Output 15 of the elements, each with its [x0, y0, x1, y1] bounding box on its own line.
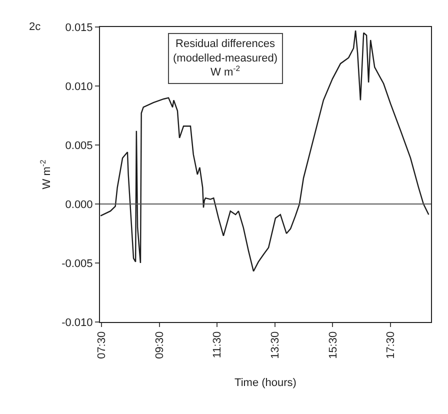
x-tick-label: 17:30	[385, 331, 398, 359]
y-tick-label: 0.015	[65, 22, 93, 34]
y-tick-label: -0.005	[62, 258, 93, 270]
x-tick-label: 09:30	[154, 331, 166, 359]
x-tick-label: 07:30	[96, 331, 108, 359]
y-tick-label: 0.000	[65, 198, 93, 211]
x-tick-label: 15:30	[327, 331, 340, 359]
y-tick-label: 0.010	[65, 80, 93, 93]
x-axis-title: Time (hours)	[234, 377, 296, 390]
text: 2c	[29, 21, 42, 33]
y-tick-label: -0.010	[62, 316, 93, 329]
x-tick-label: 11:30	[212, 331, 224, 358]
annotation: Residual differences (modelled-measured) W m$^{-2}$	[173, 38, 278, 79]
x-tick-label: 13:30	[269, 331, 282, 359]
y-tick-label: 0.005	[65, 140, 93, 152]
